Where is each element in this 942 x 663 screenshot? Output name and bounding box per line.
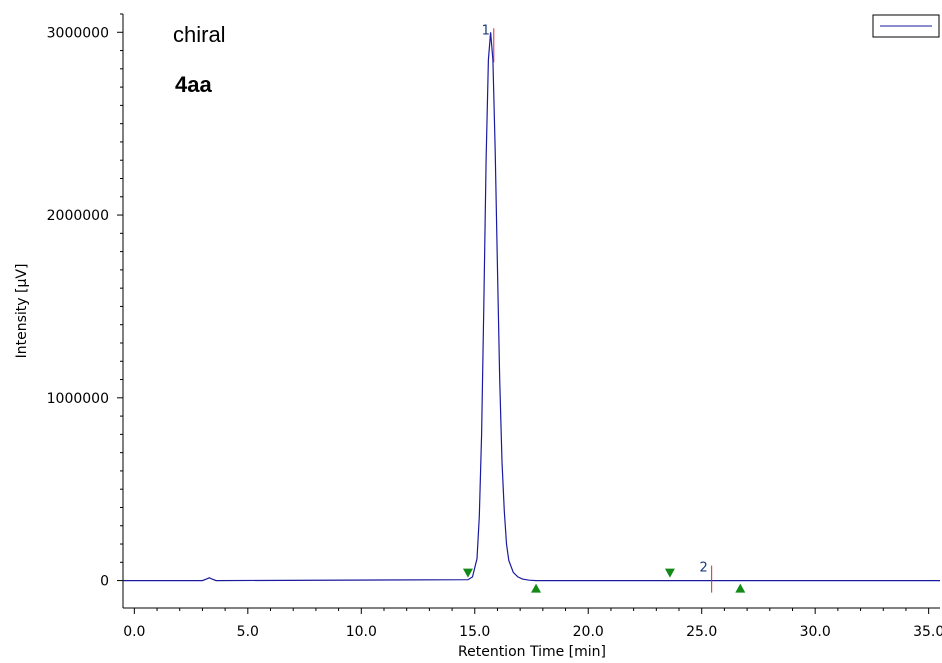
x-tick-label: 35.0	[913, 624, 942, 640]
x-tick-label: 5.0	[237, 624, 259, 640]
series-line-1	[123, 32, 940, 582]
integration-start-marker	[664, 568, 675, 578]
y-tick-label: 1000000	[47, 391, 109, 407]
annotation-compound-id: 4aa	[175, 72, 212, 97]
integration-start-marker	[462, 568, 473, 578]
integration-end-marker	[735, 583, 746, 593]
annotation-chiral: chiral	[173, 22, 226, 47]
y-axis-title: Intensity [µV]	[14, 264, 30, 359]
x-tick-label: 25.0	[686, 624, 717, 640]
plot-frame	[122, 14, 940, 609]
legend	[872, 14, 940, 38]
series-layer	[123, 32, 940, 582]
y-tick-label: 3000000	[47, 25, 109, 41]
y-tick-label: 0	[100, 574, 109, 590]
integration-markers	[462, 568, 746, 593]
x-tick-label: 30.0	[800, 624, 831, 640]
peak-label-1: 1	[482, 23, 490, 38]
x-axis-ticks: 0.0 5.0 10.0 15.0 20.0 25.0 30.0 35.0	[123, 608, 942, 640]
y-axis-ticks: 0 1000000 2000000 3000000	[47, 13, 123, 590]
peak-markers: 12	[482, 23, 713, 593]
x-tick-label: 10.0	[346, 624, 377, 640]
x-tick-label: 0.0	[123, 624, 145, 640]
integration-end-marker	[531, 583, 542, 593]
x-tick-label: 20.0	[573, 624, 604, 640]
x-tick-label: 15.0	[459, 624, 490, 640]
y-tick-label: 2000000	[47, 208, 109, 224]
x-axis-title: Retention Time [min]	[458, 644, 606, 660]
peak-label-2: 2	[700, 561, 708, 576]
